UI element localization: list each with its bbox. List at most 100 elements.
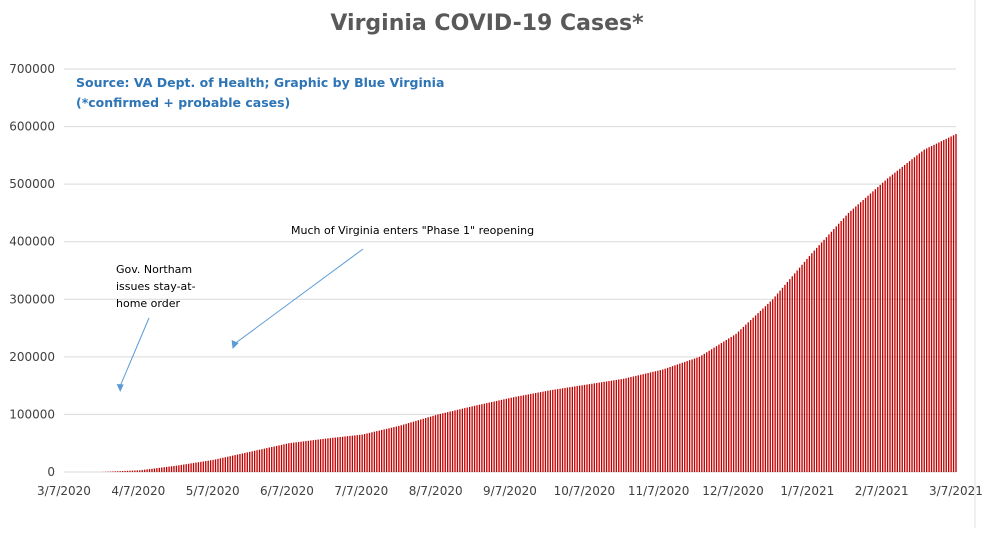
- bar: [266, 448, 267, 472]
- bar: [845, 216, 846, 472]
- bar: [816, 248, 817, 472]
- bar: [427, 417, 428, 472]
- bar: [430, 417, 431, 472]
- bar: [413, 422, 414, 472]
- bar: [112, 471, 113, 472]
- bar: [208, 461, 209, 472]
- bar: [586, 384, 587, 472]
- bar: [161, 468, 162, 472]
- bar: [545, 391, 546, 472]
- bar: [247, 452, 248, 472]
- bar: [264, 449, 265, 472]
- bar: [151, 469, 152, 472]
- bar: [425, 418, 426, 472]
- bar: [484, 404, 485, 472]
- bar: [501, 400, 502, 472]
- bar: [943, 140, 944, 472]
- bar: [826, 237, 827, 472]
- bar: [181, 465, 182, 472]
- bar: [770, 302, 771, 472]
- bar: [606, 381, 607, 472]
- bar: [286, 444, 287, 472]
- bar: [261, 449, 262, 472]
- bar: [928, 147, 929, 472]
- bar: [132, 471, 133, 472]
- bar: [950, 136, 951, 472]
- bar: [645, 374, 646, 472]
- bar: [946, 139, 947, 472]
- y-tick-label: 100000: [9, 407, 55, 421]
- bar: [454, 410, 455, 472]
- x-tick-label: 6/7/2020: [260, 484, 314, 498]
- bar: [677, 364, 678, 472]
- bar: [872, 191, 873, 472]
- bar: [542, 392, 543, 472]
- bar: [525, 395, 526, 472]
- bar: [914, 157, 915, 472]
- annotation-label: Gov. Northam: [116, 263, 192, 276]
- bar: [806, 259, 807, 472]
- y-tick-label: 600000: [9, 120, 55, 134]
- bar: [437, 414, 438, 472]
- bar: [843, 218, 844, 472]
- bar: [821, 242, 822, 472]
- bar: [225, 457, 226, 472]
- bar: [955, 134, 956, 472]
- bar: [728, 338, 729, 472]
- bar: [782, 288, 783, 472]
- bar: [200, 462, 201, 472]
- bar: [848, 213, 849, 472]
- source-text: Source: VA Dept. of Health; Graphic by B…: [76, 75, 444, 90]
- bar: [921, 152, 922, 472]
- bar: [256, 450, 257, 472]
- bar: [831, 232, 832, 472]
- bar: [457, 410, 458, 472]
- bar: [555, 389, 556, 472]
- bar: [713, 348, 714, 472]
- bar: [144, 470, 145, 472]
- bar: [381, 430, 382, 472]
- bar: [750, 320, 751, 472]
- annotation-arrow: [236, 249, 363, 343]
- bar: [359, 435, 360, 472]
- bar: [774, 296, 775, 472]
- x-tick-label: 12/7/2020: [702, 484, 764, 498]
- bar: [916, 155, 917, 472]
- bar: [858, 204, 859, 472]
- bar: [909, 161, 910, 472]
- bar: [738, 332, 739, 472]
- bar: [823, 240, 824, 472]
- bar: [804, 262, 805, 472]
- bar: [562, 388, 563, 472]
- bar: [796, 271, 797, 473]
- x-tick-label: 10/7/2020: [554, 484, 616, 498]
- bar: [168, 467, 169, 472]
- bar: [899, 169, 900, 472]
- bar: [726, 340, 727, 472]
- bar: [115, 471, 116, 472]
- bar: [205, 461, 206, 472]
- bar: [701, 355, 702, 472]
- bar: [557, 389, 558, 472]
- bar: [220, 458, 221, 472]
- bar: [660, 370, 661, 472]
- bar: [305, 441, 306, 472]
- bar: [662, 370, 663, 472]
- bar: [379, 431, 380, 472]
- bar: [608, 381, 609, 472]
- bar: [853, 209, 854, 472]
- bar: [924, 150, 925, 472]
- bar: [476, 405, 477, 472]
- bar: [709, 351, 710, 472]
- bar: [442, 413, 443, 472]
- bar: [271, 447, 272, 472]
- annotation-label: home order: [116, 297, 180, 310]
- bar: [405, 424, 406, 472]
- y-tick-label: 0: [47, 465, 55, 479]
- bar: [481, 404, 482, 472]
- bar: [339, 437, 340, 472]
- bar: [210, 460, 211, 472]
- bar: [730, 337, 731, 472]
- bar: [640, 375, 641, 472]
